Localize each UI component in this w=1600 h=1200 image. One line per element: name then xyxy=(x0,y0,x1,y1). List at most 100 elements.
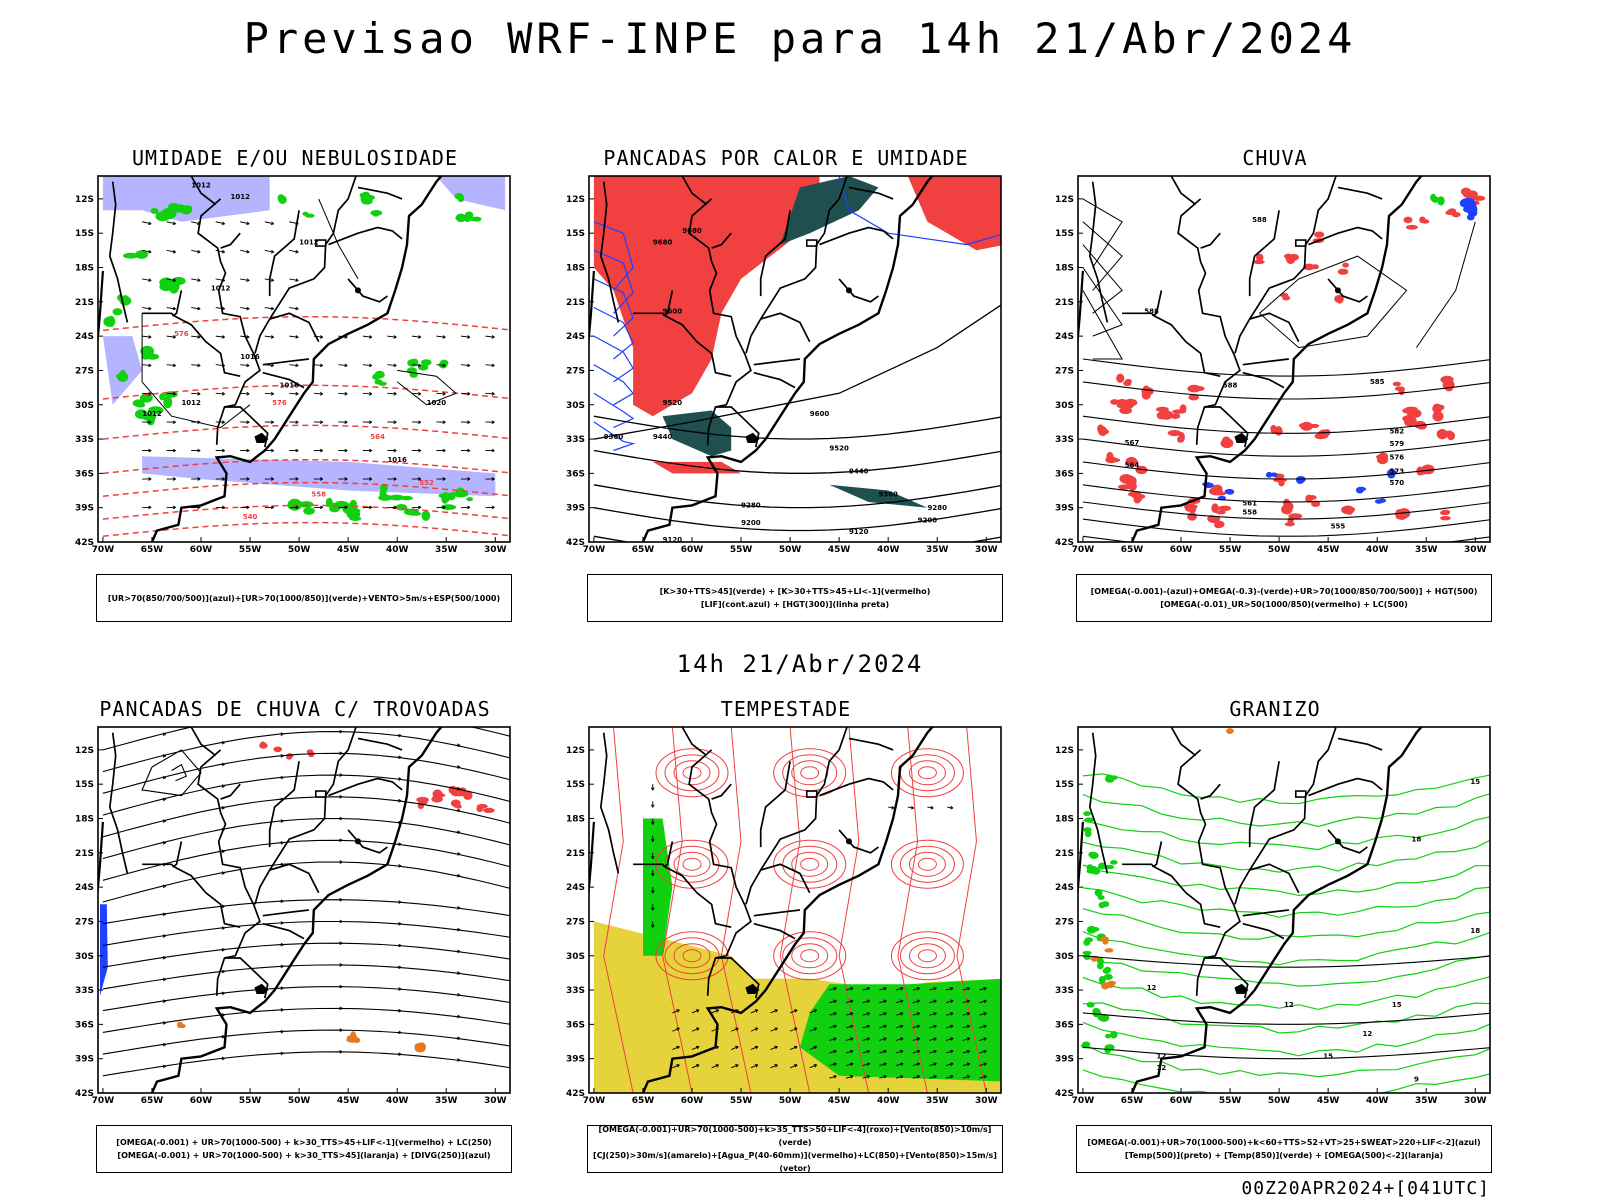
contour-label: 9600 xyxy=(810,410,830,418)
lon-tick-label: 35W xyxy=(926,545,949,555)
contour-label: 576 xyxy=(1389,454,1404,462)
lat-tick-label: 24S xyxy=(75,883,94,893)
lon-tick-label: 40W xyxy=(1366,545,1389,555)
lon-tick-label: 60W xyxy=(1170,545,1193,555)
lat-tick-label: 42S xyxy=(566,1089,585,1099)
legend-line: [OMEGA(-0.001) + UR>70(1000-500) + k>30_… xyxy=(116,1138,492,1147)
contour-label: 1012 xyxy=(142,410,162,418)
panel-legend: [OMEGA(-0.001)+UR>70(1000-500)+k<60+TTS>… xyxy=(1076,1125,1492,1173)
lat-tick-label: 33S xyxy=(566,435,585,445)
legend-line: [OMEGA(-0.01)_UR>50(1000/850)(vermelho) … xyxy=(1160,600,1408,609)
lat-tick-label: 27S xyxy=(566,917,585,927)
contour-label: 9280 xyxy=(741,502,761,510)
lon-tick-label: 55W xyxy=(239,545,262,555)
lat-tick-label: 21S xyxy=(566,298,585,308)
lat-tick-label: 30S xyxy=(75,952,94,962)
contour-label: 9360 xyxy=(604,433,624,441)
lon-tick-label: 40W xyxy=(1366,1096,1389,1106)
contour-label: 588 xyxy=(1223,382,1238,390)
lon-tick-label: 65W xyxy=(141,1096,164,1106)
contour-label: 15 xyxy=(1470,778,1480,786)
lat-tick-label: 36S xyxy=(1055,469,1074,479)
contour-label: 12 xyxy=(1284,1001,1294,1009)
contour-label: 9200 xyxy=(741,519,761,527)
lon-tick-label: 50W xyxy=(1268,1096,1291,1106)
lat-tick-label: 18S xyxy=(75,815,94,825)
panel-granizo: GRANIZO 12 12 12 15 15 15 18 18 12 12 9 12S 15S 18S 21S… xyxy=(1040,697,1510,1197)
lat-tick-label: 39S xyxy=(1055,504,1074,514)
legend-line: [OMEGA(-0.001)+UR>70(1000-500)+k<60+TTS>… xyxy=(1087,1138,1481,1147)
lat-tick-label: 33S xyxy=(75,435,94,445)
contour-label: 12 xyxy=(1147,984,1157,992)
lat-tick-label: 30S xyxy=(75,401,94,411)
panel-title: CHUVA xyxy=(1242,146,1308,170)
contour-label: 558 xyxy=(311,490,326,498)
panel-title: UMIDADE E/OU NEBULOSIDADE xyxy=(131,146,459,170)
contour-label: 558 xyxy=(1242,509,1257,517)
lat-tick-label: 33S xyxy=(566,986,585,996)
lon-tick-label: 30W xyxy=(484,1096,507,1106)
lon-tick-label: 55W xyxy=(239,1096,262,1106)
legend-line: [OMEGA(-0.001) + UR>70(1000-500) + k>30_… xyxy=(117,1151,491,1160)
contour-label: 567 xyxy=(1125,439,1140,447)
contour-label: 12 xyxy=(1363,1030,1373,1038)
panel-legend: [UR>70(850/700/500)](azul)+[UR>70(1000/8… xyxy=(96,574,512,622)
lon-tick-label: 55W xyxy=(730,1096,753,1106)
lat-tick-label: 18S xyxy=(1055,815,1074,825)
lat-tick-label: 27S xyxy=(75,366,94,376)
lat-tick-label: 24S xyxy=(1055,883,1074,893)
lat-tick-label: 39S xyxy=(1055,1055,1074,1065)
panel-pancadas-trovoadas: PANCADAS DE CHUVA C/ TROVOADAS 12S 15S 18S 2… xyxy=(60,697,530,1197)
lat-tick-label: 15S xyxy=(566,229,585,239)
lat-tick-label: 24S xyxy=(566,332,585,342)
run-timestamp: 00Z20APR2024+[041UTC] xyxy=(1241,1178,1490,1199)
contour-label: 564 xyxy=(1125,462,1140,470)
lat-tick-label: 12S xyxy=(1055,746,1074,756)
lat-tick-label: 39S xyxy=(75,504,94,514)
map-plot: 588 588 588 585 582 579 576 573 570 561 558 555 567 5… xyxy=(1055,175,1491,555)
map-plot: 576 576 564 558 552 540 1012 1012 1012 1012 1012 10… xyxy=(75,175,511,555)
lat-tick-label: 39S xyxy=(566,504,585,514)
lon-tick-label: 45W xyxy=(337,545,360,555)
lat-tick-label: 18S xyxy=(1055,264,1074,274)
lat-tick-label: 15S xyxy=(75,780,94,790)
legend-line: [CJ(250)>30m/s](amarelo)+[Agua_P(40-60mm… xyxy=(593,1151,997,1173)
lat-tick-label: 42S xyxy=(75,538,94,548)
lat-tick-label: 15S xyxy=(566,780,585,790)
lat-tick-label: 36S xyxy=(75,1020,94,1030)
contour-label: 9 xyxy=(1414,1076,1419,1084)
contour-label: 9360 xyxy=(878,490,898,498)
lat-tick-label: 18S xyxy=(566,264,585,274)
contour-label: 1012 xyxy=(181,399,201,407)
lon-tick-label: 55W xyxy=(1219,1096,1242,1106)
panel-umidade: UMIDADE E/OU NEBULOSIDADE 576 576 564 558 552… xyxy=(60,146,530,646)
lon-tick-label: 60W xyxy=(681,545,704,555)
lat-tick-label: 30S xyxy=(1055,952,1074,962)
lat-tick-label: 36S xyxy=(566,1020,585,1030)
contour-label: 9440 xyxy=(849,467,869,475)
lon-tick-label: 55W xyxy=(1219,545,1242,555)
lat-tick-label: 33S xyxy=(1055,435,1074,445)
lon-tick-label: 50W xyxy=(779,545,802,555)
lat-tick-label: 39S xyxy=(75,1055,94,1065)
lon-tick-label: 35W xyxy=(435,1096,458,1106)
forecast-time-label: 14h 21/Abr/2024 xyxy=(676,650,924,678)
lon-tick-label: 35W xyxy=(1415,545,1438,555)
lon-tick-label: 65W xyxy=(632,545,655,555)
lon-tick-label: 70W xyxy=(1072,545,1095,555)
lat-tick-label: 15S xyxy=(1055,780,1074,790)
lon-tick-label: 65W xyxy=(1121,1096,1144,1106)
contour-label: 1012 xyxy=(191,181,211,189)
lon-tick-label: 60W xyxy=(681,1096,704,1106)
lat-tick-label: 15S xyxy=(1055,229,1074,239)
lat-tick-label: 15S xyxy=(75,229,94,239)
contour-label: 555 xyxy=(1331,522,1346,530)
panel-legend: [K>30+TTS>45](verde) + [K>30+TTS>45+LI<-… xyxy=(587,574,1003,622)
lat-tick-label: 39S xyxy=(566,1055,585,1065)
contour-label: 9520 xyxy=(829,445,849,453)
contour-label: 585 xyxy=(1370,378,1385,386)
panel-tempestade: TEMPESTADE 12S 15S 18S 21S 24S 27S 30S 33S 36S 39S… xyxy=(551,697,1021,1197)
contour-label: 588 xyxy=(1252,216,1267,224)
map-plot: 9680 9680 9600 9600 9520 9520 9440 9440 9360 9280… xyxy=(566,175,1002,555)
lat-tick-label: 21S xyxy=(566,849,585,859)
